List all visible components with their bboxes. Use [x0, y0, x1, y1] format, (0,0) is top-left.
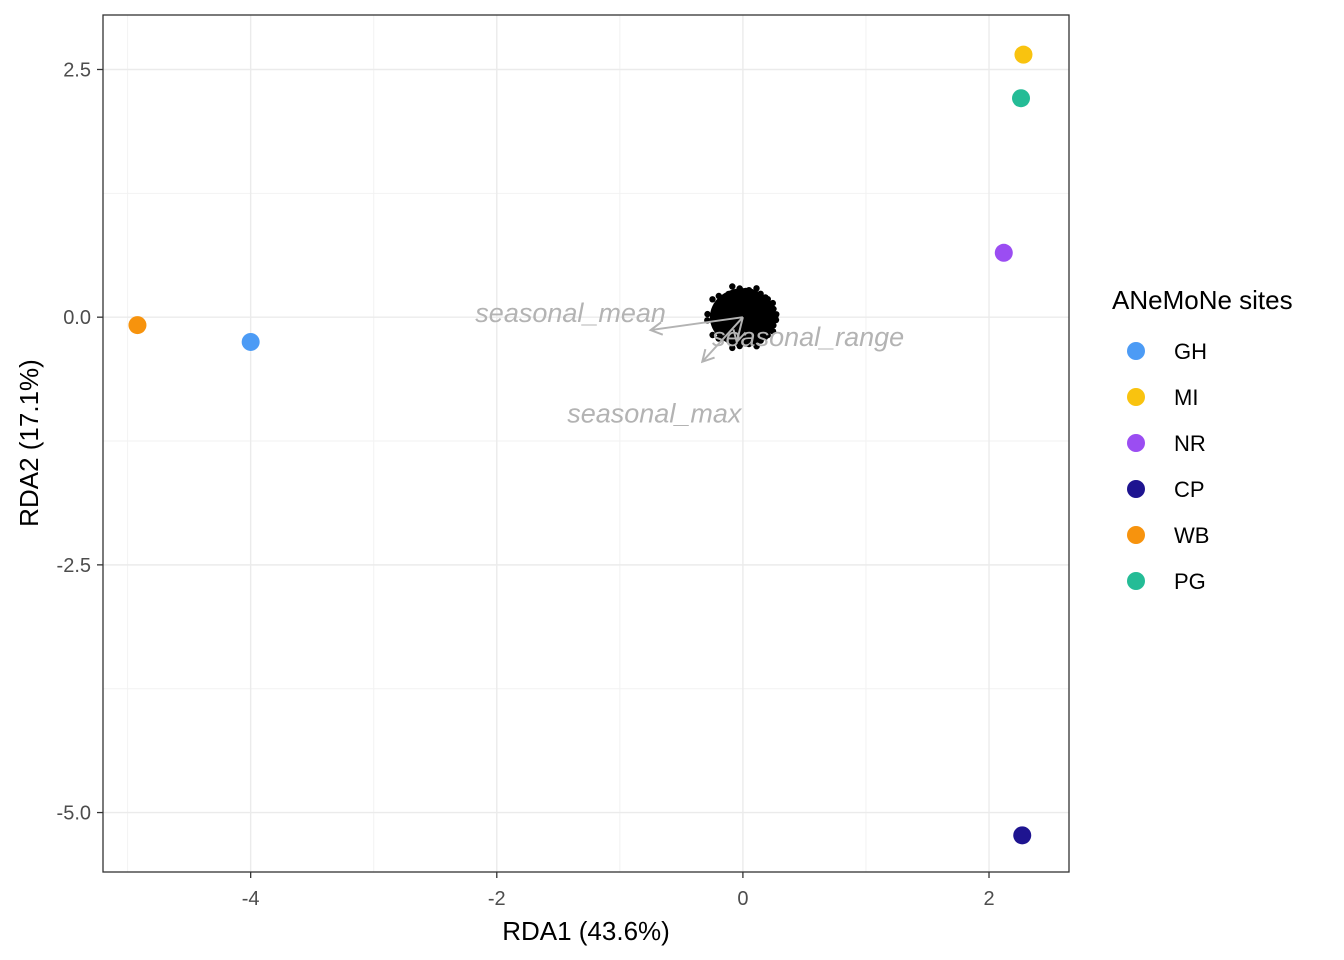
legend-label: GH	[1174, 339, 1207, 364]
y-tick-label: -2.5	[57, 555, 91, 577]
arrow-seasonal_range	[735, 316, 744, 343]
y-axis-title: RDA2 (17.1%)	[14, 359, 44, 527]
x-axis-ticks: -4 -2 0 2	[242, 872, 995, 910]
grid-minor	[103, 15, 1069, 872]
species-point	[772, 316, 780, 324]
arrow-head	[732, 329, 747, 344]
species-point	[724, 297, 731, 304]
species-point	[760, 321, 768, 329]
legend: ANeMoNe sites GH MI NR CP WB PG	[1112, 285, 1293, 594]
legend-title: ANeMoNe sites	[1112, 285, 1293, 315]
y-tick-label: 0.0	[63, 307, 91, 329]
species-point	[764, 299, 771, 306]
species-point	[704, 310, 711, 318]
species-point	[736, 285, 743, 292]
plot-panel-background	[103, 15, 1069, 872]
site-points	[128, 45, 1033, 845]
y-axis-ticks: 2.5 0.0 -2.5 -5.0	[57, 59, 103, 825]
arrow-label: seasonal_mean	[475, 298, 666, 328]
legend-label: MI	[1174, 385, 1198, 410]
arrows	[648, 316, 747, 364]
arrow-label: seasonal_range	[712, 322, 904, 352]
species-point	[715, 292, 722, 300]
species-point	[739, 293, 747, 300]
species-point	[757, 290, 764, 297]
species-point	[709, 296, 716, 303]
legend-label: WB	[1174, 523, 1209, 548]
x-axis-title: RDA1 (43.6%)	[502, 916, 670, 946]
species-point	[769, 299, 776, 307]
species-point	[751, 332, 758, 340]
legend-label: CP	[1174, 477, 1205, 502]
species-point	[754, 297, 762, 305]
y-tick-label: 2.5	[63, 59, 91, 81]
legend-key-PG	[1127, 572, 1145, 590]
site-point-MI	[1014, 45, 1033, 64]
species-point	[734, 291, 742, 299]
species-point	[736, 342, 743, 350]
x-tick-label: -2	[488, 888, 506, 910]
legend-key-GH	[1127, 342, 1145, 360]
species-point	[753, 343, 760, 350]
plot-panel-border	[102, 14, 1070, 873]
legend-entries: GH MI NR CP WB PG	[1127, 339, 1209, 594]
site-point-PG	[1012, 89, 1031, 108]
species-point	[715, 335, 722, 342]
legend-key-NR	[1127, 434, 1145, 452]
arrow-head	[700, 348, 715, 364]
species-point	[709, 331, 716, 339]
species-point	[742, 340, 749, 347]
species-point	[764, 309, 771, 317]
legend-label: PG	[1174, 569, 1206, 594]
species-point	[729, 283, 736, 290]
grid-major	[103, 15, 1069, 872]
species-cloud	[704, 283, 780, 352]
y-tick-label: -5.0	[57, 803, 91, 825]
species-point	[757, 337, 764, 344]
legend-key-WB	[1127, 526, 1145, 544]
species-point	[718, 299, 726, 306]
x-tick-label: -4	[242, 888, 260, 910]
species-point	[748, 288, 755, 296]
site-point-CP	[1013, 826, 1032, 845]
species-point	[769, 328, 777, 335]
legend-key-CP	[1127, 480, 1145, 498]
site-point-NR	[994, 243, 1013, 262]
species-point	[753, 285, 760, 292]
x-tick-label: 0	[737, 888, 748, 910]
arrow-labels: seasonal_mean seasonal_range seasonal_max	[475, 298, 904, 428]
species-point	[728, 290, 735, 297]
legend-key-MI	[1127, 388, 1145, 406]
arrow-head	[648, 321, 664, 336]
site-point-WB	[128, 316, 147, 335]
arrow-seasonal_max	[701, 316, 744, 363]
species-point	[729, 344, 736, 352]
species-point	[773, 311, 780, 318]
species-point	[770, 322, 777, 329]
arrow-label: seasonal_max	[567, 398, 743, 428]
arrow-seasonal_mean	[650, 316, 744, 332]
legend-label: NR	[1174, 431, 1206, 456]
species-point	[770, 305, 777, 313]
x-tick-label: 2	[983, 888, 994, 910]
species-point	[762, 333, 769, 340]
site-point-GH	[241, 332, 260, 351]
